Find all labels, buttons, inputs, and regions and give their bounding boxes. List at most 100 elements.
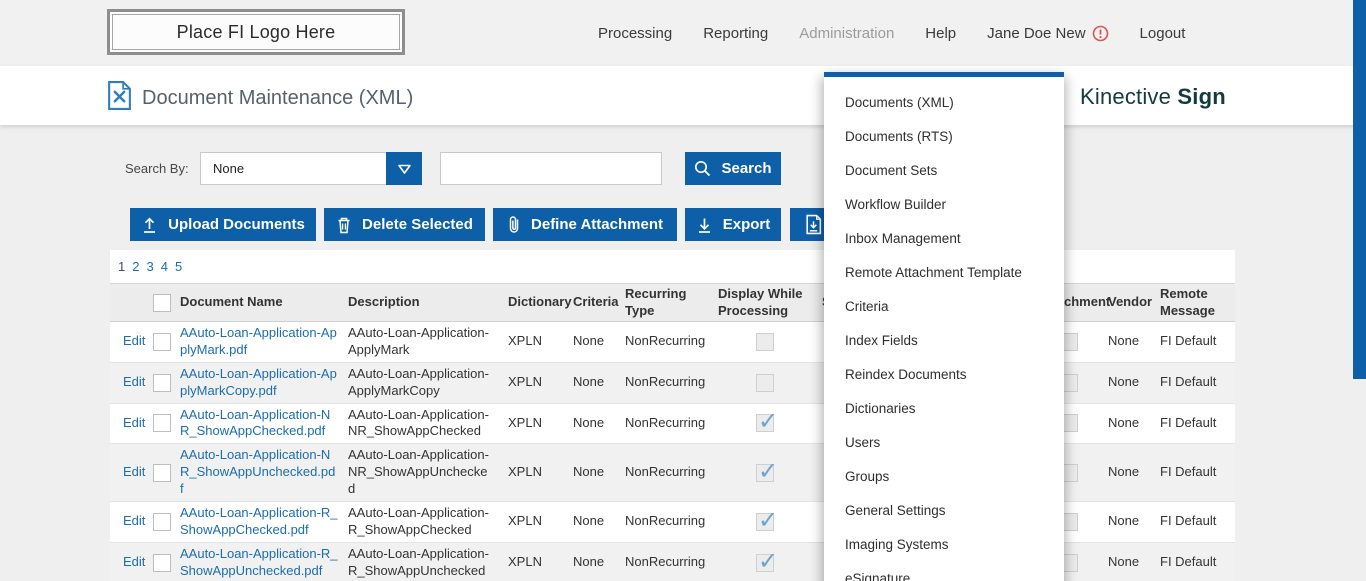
paperclip-icon: [509, 216, 519, 233]
remote-message-cell: FI Default: [1160, 554, 1217, 570]
alert-icon: [1092, 25, 1109, 42]
menu-item-remote-attachment-template[interactable]: Remote Attachment Template: [845, 265, 1022, 280]
document-maintenance-icon: [107, 81, 132, 115]
recurring-type-cell: NonRecurring: [625, 464, 706, 480]
edit-link[interactable]: Edit: [123, 374, 146, 390]
criteria-cell: None: [573, 415, 605, 430]
table-row: Edit AAuto-Loan-Application-ApplyMark.pdf…: [110, 322, 1235, 363]
dictionary-cell: XPLN: [508, 554, 542, 570]
display-while-processing-checkbox[interactable]: [756, 546, 778, 577]
document-name-link[interactable]: AAuto-Loan-Application-R_ShowAppChecked.…: [180, 505, 338, 537]
search-button[interactable]: Search: [685, 152, 781, 185]
recurring-type-cell: NonRecurring: [625, 333, 706, 349]
col-vendor: Vendor: [1108, 294, 1153, 310]
download-icon: [698, 218, 710, 233]
display-while-processing-checkbox[interactable]: [756, 373, 774, 392]
nav-reporting[interactable]: Reporting: [703, 24, 769, 42]
page-link-2[interactable]: 2: [132, 259, 140, 274]
criteria-cell: None: [573, 464, 605, 480]
menu-item-groups[interactable]: Groups: [845, 469, 890, 484]
document-name-link[interactable]: AAuto-Loan-Application-ApplyMark.pdf: [180, 325, 337, 357]
menu-item-dictionaries[interactable]: Dictionaries: [845, 401, 916, 416]
menu-item-documents-xml[interactable]: Documents (XML): [845, 95, 954, 110]
dictionary-cell: XPLN: [508, 464, 542, 480]
col-display-while-processing: Display While Processing: [718, 286, 803, 318]
remote-message-cell: FI Default: [1160, 333, 1217, 349]
page-link-3[interactable]: 3: [146, 259, 154, 274]
row-select-checkbox[interactable]: [153, 512, 171, 531]
scrollbar-thumb[interactable]: [1353, 0, 1366, 379]
page-link-1[interactable]: 1: [118, 259, 126, 274]
menu-item-reindex-documents[interactable]: Reindex Documents: [845, 367, 967, 382]
menu-item-users[interactable]: Users: [845, 435, 881, 450]
remote-message-cell: FI Default: [1160, 374, 1217, 390]
edit-link[interactable]: Edit: [123, 513, 146, 529]
description-cell: AAuto-Loan-Application-ApplyMark: [348, 325, 489, 357]
menu-item-documents-rts[interactable]: Documents (RTS): [845, 129, 953, 144]
col-dictionary: Dictionary: [508, 294, 572, 310]
description-cell: AAuto-Loan-Application-NR_ShowAppUncheck…: [348, 447, 489, 497]
page-link-4[interactable]: 4: [160, 259, 168, 274]
display-while-processing-checkbox[interactable]: [756, 332, 774, 351]
dictionary-cell: XPLN: [508, 374, 542, 390]
user-menu[interactable]: Jane Doe New: [987, 25, 1108, 42]
export-button[interactable]: Export: [685, 208, 781, 241]
menu-item-esignature[interactable]: eSignature: [845, 571, 911, 581]
document-name-link[interactable]: AAuto-Loan-Application-R_ShowAppUnchecke…: [180, 545, 338, 578]
edit-link[interactable]: Edit: [123, 554, 146, 570]
document-name-link[interactable]: AAuto-Loan-Application-NR_ShowAppChecked…: [180, 406, 331, 439]
page-link-5[interactable]: 5: [174, 259, 183, 274]
upload-icon: [144, 216, 156, 233]
criteria-cell: None: [573, 554, 605, 570]
delete-selected-button[interactable]: Delete Selected: [324, 208, 485, 241]
recurring-type-cell: NonRecurring: [625, 374, 706, 390]
display-while-processing-checkbox[interactable]: [756, 406, 778, 438]
upload-documents-button[interactable]: Upload Documents: [130, 208, 316, 241]
vertical-scrollbar: [1353, 0, 1366, 581]
dictionary-cell: XPLN: [508, 415, 542, 430]
dictionary-cell: XPLN: [508, 513, 542, 529]
search-by-label: Search By:: [125, 161, 189, 176]
menu-item-imaging-systems[interactable]: Imaging Systems: [845, 537, 949, 552]
remote-message-cell: FI Default: [1160, 513, 1217, 529]
menu-item-index-fields[interactable]: Index Fields: [845, 333, 918, 348]
menu-item-workflow-builder[interactable]: Workflow Builder: [845, 197, 947, 212]
chevron-down-icon[interactable]: [386, 152, 422, 185]
menu-item-general-settings[interactable]: General Settings: [845, 503, 946, 518]
vendor-cell: None: [1108, 554, 1140, 570]
recurring-type-cell: NonRecurring: [625, 554, 706, 570]
search-input[interactable]: [440, 152, 662, 185]
document-name-link[interactable]: AAuto-Loan-Application-ApplyMarkCopy.pdf: [180, 365, 337, 398]
page-title: Document Maintenance (XML): [142, 86, 414, 109]
row-select-checkbox[interactable]: [153, 553, 171, 572]
row-select-checkbox[interactable]: [153, 373, 171, 392]
row-select-checkbox[interactable]: [153, 414, 171, 433]
menu-item-document-sets[interactable]: Document Sets: [845, 163, 938, 178]
row-select-checkbox[interactable]: [153, 463, 171, 482]
edit-link[interactable]: Edit: [123, 415, 146, 430]
nav-logout[interactable]: Logout: [1139, 24, 1186, 42]
menu-item-criteria[interactable]: Criteria: [845, 299, 889, 314]
edit-link[interactable]: Edit: [123, 333, 146, 349]
define-attachment-button[interactable]: Define Attachment: [493, 208, 677, 241]
row-select-checkbox[interactable]: [153, 332, 171, 351]
display-while-processing-checkbox[interactable]: [756, 505, 778, 536]
edit-link[interactable]: Edit: [123, 464, 146, 480]
fi-logo-text: Place FI Logo Here: [176, 21, 336, 42]
menu-item-inbox-management[interactable]: Inbox Management: [845, 231, 961, 246]
document-name-link[interactable]: AAuto-Loan-Application-NR_ShowAppUncheck…: [180, 447, 336, 497]
remote-message-cell: FI Default: [1160, 415, 1217, 430]
table-row: Edit AAuto-Loan-Application-NR_ShowAppChe…: [110, 403, 1235, 445]
nav-administration[interactable]: Administration: [799, 24, 895, 42]
fi-logo-placeholder: Place FI Logo Here: [107, 9, 405, 55]
dictionary-cell: XPLN: [508, 333, 542, 349]
display-while-processing-checkbox[interactable]: [756, 456, 778, 487]
nav-help[interactable]: Help: [925, 24, 957, 42]
search-by-select[interactable]: None: [200, 152, 422, 185]
select-all-checkbox[interactable]: [153, 293, 171, 312]
vendor-cell: None: [1108, 333, 1140, 349]
trash-icon: [338, 217, 350, 233]
description-cell: AAuto-Loan-Application-ApplyMarkCopy: [348, 365, 489, 398]
nav-processing[interactable]: Processing: [598, 24, 673, 42]
remote-message-cell: FI Default: [1160, 464, 1217, 480]
